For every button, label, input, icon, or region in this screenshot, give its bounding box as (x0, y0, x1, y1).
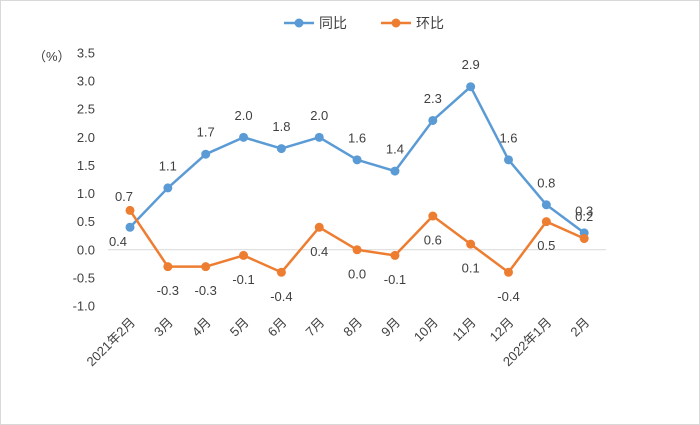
x-tick-label: 10月 (411, 315, 441, 345)
data-label: 0.3 (575, 203, 593, 218)
x-tick-label: 5月 (227, 315, 252, 340)
data-label: 0.4 (310, 244, 328, 259)
y-tick-label: 2.5 (77, 102, 95, 117)
data-point (466, 239, 476, 249)
data-point (352, 245, 362, 255)
data-point (314, 222, 324, 232)
legend-label: 环比 (416, 15, 444, 31)
x-tick-label: 2月 (567, 315, 592, 340)
data-point (314, 132, 324, 142)
data-label: 2.9 (462, 57, 480, 72)
data-label: 1.1 (159, 158, 177, 173)
x-tick-label: 9月 (378, 315, 403, 340)
y-tick-label: 0.5 (77, 214, 95, 229)
legend-label: 同比 (319, 15, 347, 31)
data-point (125, 222, 135, 232)
y-tick-label: 2.0 (77, 130, 95, 145)
data-label: 1.4 (386, 142, 404, 157)
data-point (201, 149, 211, 159)
x-tick-label: 6月 (265, 315, 290, 340)
data-point (428, 211, 438, 221)
data-label: -0.4 (497, 289, 519, 304)
data-label: -0.4 (270, 289, 292, 304)
x-tick-label: 12月 (487, 315, 517, 345)
data-point (504, 155, 513, 165)
data-point (504, 267, 513, 277)
data-point (163, 262, 173, 272)
x-tick-label: 11月 (449, 315, 478, 344)
series-yoy: 0.4 1.1 1.7 2.0 1.8 2.0 1.6 1.4 2.3 2.9 1.6 0.8 0.3 (109, 57, 593, 249)
data-point (239, 132, 249, 142)
y-tick-label: -0.5 (73, 270, 95, 285)
x-tick-label: 2021年2月 (84, 315, 139, 370)
data-label: -0.1 (232, 272, 254, 287)
data-label: 0.5 (537, 238, 555, 253)
data-point (541, 217, 551, 227)
data-point (352, 155, 362, 165)
data-point (276, 144, 286, 154)
data-point (163, 183, 173, 193)
data-label: 1.7 (197, 125, 215, 140)
data-point (428, 115, 438, 125)
data-point (541, 200, 551, 210)
x-tick-label: 7月 (302, 315, 327, 340)
y-tick-label: 3.0 (77, 74, 95, 89)
data-label: 0.0 (348, 266, 366, 281)
data-label: -0.3 (194, 283, 216, 298)
data-point (390, 250, 400, 260)
x-tick-label: 3月 (151, 315, 176, 340)
data-label: 1.6 (348, 130, 366, 145)
data-label: 2.0 (310, 108, 328, 123)
series-mom: 0.7 -0.3 -0.3 -0.1 -0.4 0.4 0.0 -0.1 0.6 0.1 -0.4 0… (115, 189, 593, 304)
x-tick-label: 4月 (189, 315, 214, 340)
y-tick-label: 0.0 (77, 242, 95, 257)
data-point (579, 234, 589, 244)
data-point (466, 82, 476, 92)
data-point (276, 267, 286, 277)
data-label: 0.2 (575, 209, 593, 224)
y-axis: -1.0 -0.5 0.0 0.5 1.0 1.5 2.0 2.5 3.0 3.5 (73, 46, 95, 314)
data-label: 0.8 (537, 175, 555, 190)
data-label: 0.7 (115, 189, 133, 204)
data-point (390, 166, 400, 176)
y-tick-label: 1.0 (77, 186, 95, 201)
x-tick-label: 8月 (340, 315, 365, 340)
data-label: 1.6 (499, 130, 517, 145)
y-tick-label: 1.5 (77, 158, 95, 173)
data-point (125, 205, 135, 215)
data-label: -0.3 (157, 283, 179, 298)
legend-marker (294, 18, 304, 28)
y-axis-label: （%） (33, 49, 71, 64)
data-label: 0.1 (462, 261, 480, 276)
y-tick-label: -1.0 (73, 299, 95, 314)
data-label: 2.0 (235, 108, 253, 123)
data-label: 2.3 (424, 91, 442, 106)
data-label: 0.4 (109, 234, 127, 249)
legend: 同比 环比 (284, 15, 444, 31)
series-line (128, 209, 585, 274)
data-point (201, 262, 211, 272)
y-tick-label: 3.5 (77, 46, 95, 61)
series-layer: 0.41.11.72.01.82.01.61.42.32.91.60.80.30… (109, 57, 593, 304)
legend-marker (391, 18, 401, 28)
data-label: 0.6 (424, 233, 442, 248)
data-label: 1.8 (272, 119, 290, 134)
data-label: -0.1 (384, 272, 406, 287)
data-point (239, 250, 249, 260)
